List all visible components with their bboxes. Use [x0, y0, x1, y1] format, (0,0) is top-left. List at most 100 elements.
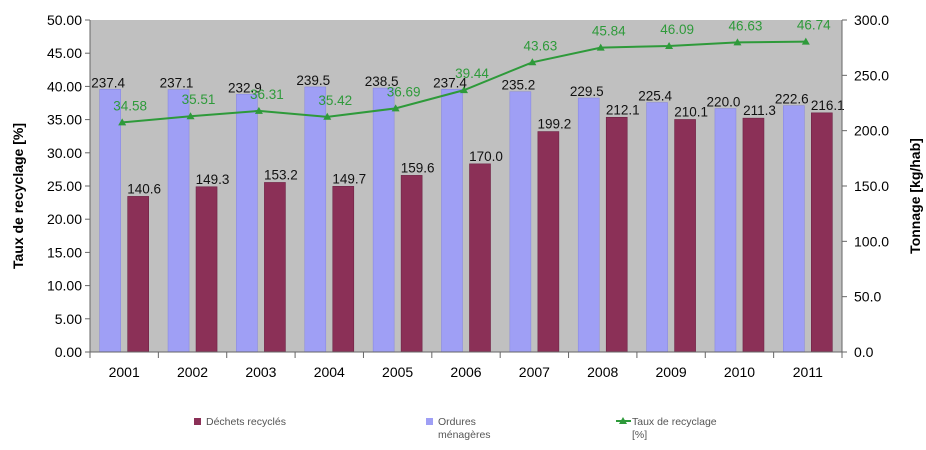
data-label-dechets-2004: 149.7	[332, 171, 366, 186]
bar-ordures-2005	[372, 87, 395, 353]
y2-tick-label-200.0: 200.0	[854, 123, 889, 139]
rate-marker-2008	[596, 43, 605, 51]
legend-swatch-0	[194, 418, 201, 425]
bar-ordures-2002	[167, 89, 190, 353]
data-label-ordures-2005: 238.5	[365, 74, 399, 89]
legend-swatch-marker-2	[619, 417, 627, 424]
rate-label-2007: 43.63	[523, 38, 557, 53]
y-tick-label-40.00: 40.00	[47, 78, 82, 94]
bar-ordures-2007	[509, 91, 532, 353]
bar-ordures-2001	[99, 88, 121, 353]
bar-dechets-2004	[332, 186, 355, 353]
data-label-ordures-2007: 235.2	[501, 78, 535, 93]
y2-tick-label-300.0: 300.0	[854, 12, 889, 28]
x-tick-label-2004: 2004	[314, 364, 345, 380]
y2-tick-label-50.0: 50.0	[854, 289, 881, 305]
y-tick-label-45.00: 45.00	[47, 45, 82, 61]
x-tick-label-2007: 2007	[519, 364, 550, 380]
data-label-dechets-2006: 170.0	[469, 149, 503, 164]
data-label-ordures-2011: 222.6	[775, 92, 809, 107]
data-label-dechets-2007: 199.2	[537, 117, 571, 132]
rate-line-layer	[118, 37, 810, 126]
y2-tick-label-0.0: 0.0	[854, 344, 874, 360]
y-tick-label-10.00: 10.00	[47, 278, 82, 294]
bar-ordures-2008	[577, 97, 600, 353]
x-tick-label-2010: 2010	[724, 364, 755, 380]
bar-ordures-2004	[304, 86, 327, 353]
legend-label-1-1: ménagères	[438, 429, 491, 441]
legend-label-0-0: Déchets recyclés	[206, 416, 286, 428]
y-axis-title: Taux de recyclage [%]	[10, 123, 26, 269]
y-tick-label-50.00: 50.00	[47, 12, 82, 28]
axes-layer: 0.00 5.00 10.00 15.00 20.00 25.00 30.00 35.00 40…	[47, 12, 889, 380]
rate-marker-2010	[733, 38, 742, 46]
y-tick-label-25.00: 25.00	[47, 178, 82, 194]
rate-label-2004: 35.42	[318, 93, 352, 108]
data-label-ordures-2001: 237.4	[91, 75, 125, 90]
bar-dechets-2006	[469, 163, 491, 353]
rate-label-2002: 35.51	[182, 92, 216, 107]
rate-marker-2005	[391, 104, 400, 112]
rate-label-2001: 34.58	[113, 98, 147, 113]
rate-label-2003: 36.31	[250, 87, 284, 102]
bar-dechets-2001	[127, 196, 149, 353]
bar-dechets-2007	[537, 131, 560, 353]
legend-label-2-0: Taux de recyclage	[632, 416, 717, 428]
data-label-ordures-2002: 237.1	[160, 76, 194, 91]
bar-ordures-2010	[714, 108, 737, 353]
x-tick-label-2002: 2002	[177, 364, 208, 380]
rate-label-2006: 39.44	[455, 66, 489, 81]
rate-marker-2001	[118, 118, 127, 126]
legend-label-1-0: Ordures	[438, 416, 476, 428]
bar-dechets-2008	[605, 116, 628, 353]
data-label-dechets-2003: 153.2	[264, 167, 298, 182]
data-label-dechets-2008: 212.1	[606, 102, 640, 117]
rate-marker-2011	[801, 37, 810, 45]
y-tick-label-35.00: 35.00	[47, 112, 82, 128]
y-tick-label-15.00: 15.00	[47, 244, 82, 260]
rate-label-2008: 45.84	[592, 24, 626, 39]
bar-dechets-2005	[400, 175, 423, 353]
rate-marker-2009	[665, 41, 674, 49]
y-tick-label-30.00: 30.00	[47, 145, 82, 161]
rate-marker-2004	[323, 112, 332, 120]
x-tick-label-2009: 2009	[656, 364, 687, 380]
rate-label-2011: 46.74	[797, 18, 831, 33]
rate-label-2010: 46.63	[729, 18, 763, 33]
data-labels-layer: 237.4 237.1 232.9 239.5 238.5 237.4 235.2 229.5…	[91, 18, 844, 197]
data-label-ordures-2004: 239.5	[296, 73, 330, 88]
data-label-ordures-2008: 229.5	[570, 84, 604, 99]
bar-ordures-2011	[783, 105, 805, 353]
data-label-dechets-2002: 149.3	[196, 172, 230, 187]
y2-tick-label-150.0: 150.0	[854, 178, 889, 194]
data-label-dechets-2009: 210.1	[674, 104, 708, 119]
data-label-dechets-2010: 211.3	[743, 103, 776, 118]
data-label-dechets-2011: 216.1	[811, 98, 845, 113]
rate-marker-2006	[460, 86, 468, 94]
bars-layer	[99, 86, 833, 353]
rate-label-2009: 46.09	[660, 22, 694, 37]
y2-tick-label-250.0: 250.0	[854, 67, 889, 83]
x-tick-label-2005: 2005	[382, 364, 413, 380]
y-tick-label-0.00: 0.00	[55, 344, 82, 360]
rate-marker-2007	[528, 58, 537, 66]
y2-axis-title: Tonnage [kg/hab]	[907, 138, 923, 254]
bar-dechets-2011	[811, 112, 833, 353]
bar-dechets-2010	[742, 117, 765, 353]
rate-marker-2002	[186, 112, 195, 120]
legend-swatch-1	[426, 418, 433, 425]
bar-dechets-2009	[674, 119, 696, 353]
data-label-ordures-2006: 237.4	[433, 75, 467, 90]
x-tick-label-2008: 2008	[587, 364, 618, 380]
rate-marker-2003	[254, 106, 263, 114]
y-tick-label-5.00: 5.00	[55, 311, 82, 327]
bar-ordures-2003	[236, 93, 258, 353]
y-tick-label-20.00: 20.00	[47, 211, 82, 227]
legend-label-2-1: [%]	[632, 429, 647, 441]
bar-ordures-2006	[441, 88, 463, 353]
x-tick-label-2006: 2006	[450, 364, 481, 380]
x-tick-label-2011: 2011	[793, 364, 823, 380]
y2-tick-label-100.0: 100.0	[854, 233, 889, 249]
